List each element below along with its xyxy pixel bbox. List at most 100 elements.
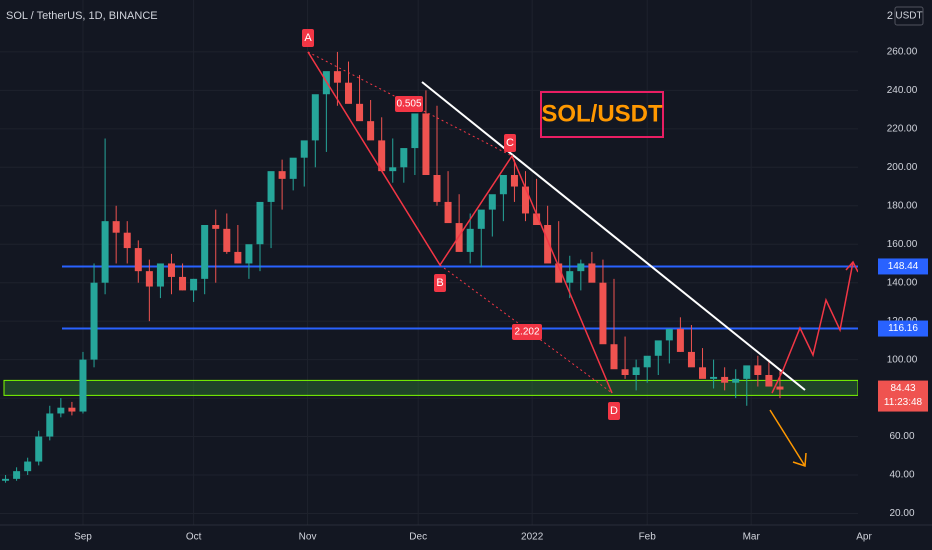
candle-body [654, 340, 662, 356]
candle-body [533, 213, 541, 225]
price-tag [878, 258, 928, 275]
corner-label: 2 [887, 10, 893, 22]
point-label: A [304, 32, 312, 44]
y-tick-label: 140.00 [887, 277, 918, 288]
candle-body [179, 276, 187, 291]
price-tag-label: 116.16 [888, 323, 918, 334]
candle-body [522, 186, 530, 214]
labels: A B C D 0.505 2.202 SOL/USDT [302, 29, 664, 420]
candle-body [13, 471, 21, 479]
point-box [608, 402, 620, 420]
candle-body [743, 365, 751, 379]
support-zone [3, 379, 859, 396]
candle-body [156, 263, 164, 287]
candle-body [278, 171, 286, 179]
y-tick-label: 200.00 [887, 162, 918, 173]
point-box [302, 29, 314, 47]
candle-body [24, 461, 32, 472]
y-tick-label: 260.00 [887, 47, 918, 58]
ratio-box [395, 96, 423, 112]
candle-body [378, 140, 386, 172]
candle-body [2, 478, 10, 481]
candle-body [234, 251, 242, 264]
candle-body [610, 344, 618, 370]
candle-body [101, 221, 109, 283]
x-tick-label: 2022 [521, 532, 544, 543]
candle-body [333, 71, 341, 83]
ratio-line [439, 264, 613, 394]
candle-body [433, 175, 441, 202]
candle-body [676, 328, 684, 352]
candle-body [510, 175, 518, 187]
trend-line [421, 81, 806, 391]
point-label: D [610, 405, 618, 417]
candle-body [300, 140, 308, 158]
chart-title: SOL / TetherUS, 1D, BINANCE [6, 10, 158, 22]
x-tick-label: Apr [856, 532, 872, 543]
candle-body [621, 369, 629, 375]
candle-body [344, 82, 352, 104]
candle-body [466, 228, 474, 252]
y-tick-label: 240.00 [887, 85, 918, 96]
candle-body [499, 175, 507, 195]
price-tag [878, 320, 928, 337]
candle-body [289, 157, 297, 179]
candle-body [544, 225, 552, 264]
projection [771, 261, 854, 394]
candle-body [367, 121, 375, 141]
harmonic-leg [307, 51, 441, 266]
candle-body [710, 376, 718, 379]
candle-body [68, 407, 76, 412]
candle-body [566, 271, 574, 283]
candle-body [134, 248, 142, 272]
candle-body [35, 436, 43, 462]
candle-body [223, 228, 231, 252]
candle-body [444, 201, 452, 224]
candle-body [123, 232, 131, 249]
title-box [540, 91, 664, 138]
candle-body [687, 351, 695, 368]
candle-body [488, 194, 496, 210]
candle-body [477, 209, 485, 229]
y-tick-label: 20.00 [889, 508, 914, 519]
down-arrow-head [792, 452, 807, 468]
candle-body [356, 103, 364, 122]
candle-body [400, 148, 408, 168]
candle-body [765, 375, 773, 387]
x-tick-label: Oct [186, 532, 202, 543]
candle-body [422, 113, 430, 175]
x-tick-label: Nov [299, 532, 317, 543]
candle-body [57, 407, 65, 414]
candle-body [577, 263, 585, 272]
candle-body [699, 367, 707, 379]
candle-body [455, 223, 463, 252]
y-tick-label: 160.00 [887, 239, 918, 250]
candle-body [90, 282, 98, 360]
down-arrow [769, 409, 806, 467]
candle-body [632, 367, 640, 375]
pane [0, 0, 865, 525]
candle-body [245, 244, 253, 264]
candle-body [267, 171, 275, 202]
price-tag-label: 148.44 [888, 261, 919, 272]
axes: 20.0040.0060.0080.00100.00120.00140.0016… [74, 47, 928, 543]
currency: USDT [895, 11, 922, 22]
candle-body [643, 355, 651, 368]
candle-body [599, 282, 607, 345]
candle-body [190, 278, 198, 291]
y-tick-label: 220.00 [887, 123, 918, 134]
y-tick-label: 100.00 [887, 354, 918, 365]
last-price-tag [878, 380, 928, 412]
y-tick-label: 180.00 [887, 200, 918, 211]
candle-body [145, 271, 153, 287]
x-tick-label: Dec [409, 532, 427, 543]
candle-body [311, 94, 319, 141]
candle-body [588, 263, 596, 283]
countdown: 11:23:48 [884, 397, 923, 408]
ratio-label: 2.202 [514, 327, 539, 338]
candle-body [754, 365, 762, 375]
candle-body [201, 225, 209, 279]
candle-body [411, 113, 419, 149]
